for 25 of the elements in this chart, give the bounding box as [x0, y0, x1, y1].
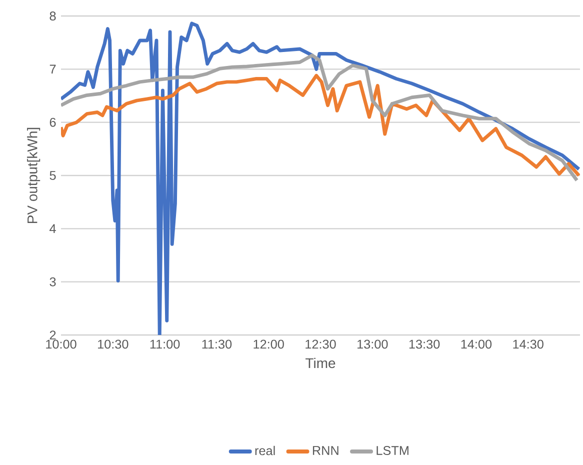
- x-tick-label: 12:30: [306, 340, 336, 349]
- y-tick-label: 2: [50, 330, 56, 340]
- x-tick-label: 14:00: [461, 340, 492, 349]
- x-axis-title: Time: [306, 358, 336, 368]
- line-series: [61, 74, 580, 178]
- x-tick-label: 10:30: [98, 340, 128, 349]
- y-tick-label: 5: [50, 171, 56, 180]
- x-tick-label: 10:00: [46, 340, 76, 349]
- x-tick-label: 14:30: [513, 340, 544, 349]
- y-tick-label: 8: [50, 12, 56, 20]
- y-tick-label: 6: [50, 118, 56, 127]
- y-tick-label: 4: [50, 224, 56, 234]
- legend-label: RNN: [312, 446, 338, 455]
- x-tick-label: 13:00: [358, 340, 388, 349]
- legend-label: LSTM: [376, 446, 408, 456]
- y-axis-title: PV output[kWh]: [27, 128, 40, 223]
- y-tick-label: 3: [50, 277, 56, 286]
- x-tick-label: 12:00: [254, 340, 284, 349]
- x-tick-label: 11:30: [202, 340, 232, 349]
- x-tick-label: 13:30: [409, 340, 440, 349]
- y-tick-label: 7: [50, 64, 56, 74]
- x-tick-label: 11:00: [150, 340, 180, 349]
- legend-label: real: [255, 446, 275, 456]
- line-series: [61, 54, 579, 182]
- line-series: [61, 22, 580, 336]
